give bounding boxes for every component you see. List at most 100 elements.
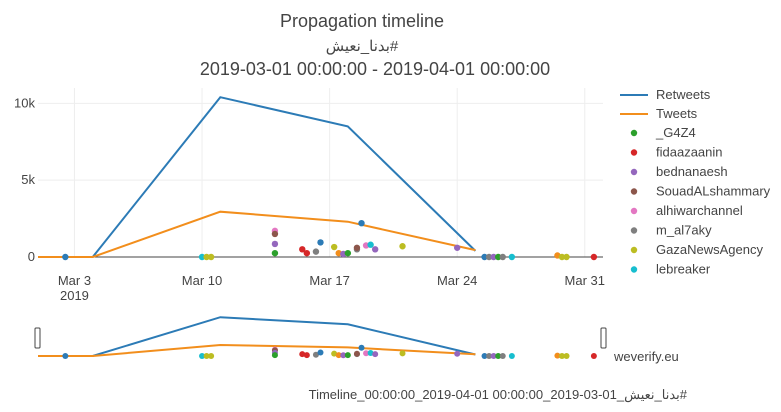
data-point[interactable] <box>485 253 493 261</box>
legend-label[interactable]: fidaazaanin <box>656 145 723 160</box>
range-slider-point <box>563 353 570 359</box>
data-point[interactable] <box>399 243 406 250</box>
data-point[interactable] <box>198 253 206 261</box>
watermark: weverify.eu <box>613 349 679 364</box>
range-slider-point <box>358 344 365 351</box>
range-slider-right-handle[interactable] <box>600 327 607 349</box>
legend-label[interactable]: Tweets <box>656 106 698 121</box>
data-point[interactable] <box>590 253 598 261</box>
range-slider-line <box>38 343 476 357</box>
data-point[interactable] <box>508 253 516 261</box>
x-tick-label: Mar 17 <box>309 273 349 288</box>
range-slider-point <box>363 350 370 357</box>
data-point[interactable] <box>358 220 365 227</box>
range-slider-point <box>353 350 360 357</box>
chart-subtitle-hashtag: #بدنا_نعيش <box>326 38 399 55</box>
chart-title: Propagation timeline <box>280 11 444 31</box>
x-tick-label: Mar 31 <box>565 273 605 288</box>
series-lines <box>38 96 477 258</box>
data-point[interactable] <box>481 253 488 261</box>
range-slider-point <box>312 351 319 358</box>
range-slider-points <box>62 344 597 359</box>
data-point[interactable] <box>453 244 461 251</box>
account-points[interactable] <box>62 220 598 261</box>
x-tick-label: Mar 3 <box>58 273 91 288</box>
range-slider-point <box>499 353 506 359</box>
range-slider-point <box>208 353 215 359</box>
data-point[interactable] <box>330 243 338 251</box>
range-slider-point <box>331 350 338 357</box>
range-slider-point <box>481 353 488 359</box>
legend-label[interactable]: _G4Z4 <box>655 125 696 140</box>
data-point[interactable] <box>62 253 69 261</box>
x-tick-label: Mar 10 <box>182 273 222 288</box>
data-point[interactable] <box>371 246 379 253</box>
data-point[interactable] <box>367 241 374 248</box>
legend-swatch <box>630 168 638 176</box>
y-tick-label: 0 <box>28 249 35 264</box>
y-axis-ticks: 0 5k 10k <box>14 95 35 264</box>
range-slider-point <box>486 353 493 359</box>
data-point[interactable] <box>344 249 352 257</box>
legend-swatch <box>630 266 638 273</box>
legend-swatch <box>630 207 638 215</box>
range-slider-lines <box>38 316 476 357</box>
data-point[interactable] <box>558 253 566 261</box>
legend-label[interactable]: Retweets <box>656 87 711 102</box>
range-slider-point <box>454 350 461 357</box>
data-point[interactable] <box>563 253 570 261</box>
legend-swatch <box>630 149 638 156</box>
y-tick-label: 5k <box>21 172 35 187</box>
range-slider-point <box>367 350 374 357</box>
range-slider-point <box>199 353 206 359</box>
range-slider-left-handle[interactable] <box>34 327 41 349</box>
data-point[interactable] <box>271 240 279 248</box>
data-point[interactable] <box>203 253 210 261</box>
data-point[interactable] <box>303 249 311 257</box>
data-point[interactable] <box>312 248 320 255</box>
series-line-tweets <box>38 210 476 258</box>
x-tick-sublabel: 2019 <box>60 288 89 303</box>
range-slider-point <box>590 353 597 359</box>
range-slider[interactable] <box>34 316 607 359</box>
grid-lines <box>38 88 603 257</box>
legend-items[interactable]: Retweets Tweets _G4Z4 fidaazaanin bednanaesh… <box>620 87 771 277</box>
legend-label[interactable]: GazaNewsAgency <box>656 242 763 257</box>
range-slider-point <box>490 353 497 359</box>
legend-label[interactable]: SouadALshammary <box>656 184 771 199</box>
range-slider-point <box>344 352 351 359</box>
range-slider-point <box>399 350 406 357</box>
range-slider-point <box>303 352 310 359</box>
data-point[interactable] <box>271 249 279 257</box>
legend-swatch <box>630 129 638 137</box>
data-point[interactable] <box>353 244 361 251</box>
data-point[interactable] <box>317 239 324 246</box>
range-slider-point <box>203 353 210 359</box>
data-point[interactable] <box>271 230 279 238</box>
data-point[interactable] <box>490 253 497 261</box>
data-point[interactable] <box>207 253 215 261</box>
range-slider-point <box>508 353 515 359</box>
data-point[interactable] <box>299 246 306 253</box>
legend-label[interactable]: lebreaker <box>656 262 711 277</box>
footer-filename: Timeline_بدنا_نعيش_01-03-2019_00:00:00 0… <box>309 387 688 403</box>
legend[interactable]: Retweets Tweets _G4Z4 fidaazaanin bednanaesh… <box>620 87 771 277</box>
range-slider-point <box>372 351 379 358</box>
chart-date-range: 2019-03-01 00:00:00 - 2019-04-01 00:00:0… <box>200 59 550 79</box>
data-point[interactable] <box>499 253 506 261</box>
series-line-retweets <box>38 96 477 258</box>
y-tick-label: 10k <box>14 95 35 110</box>
legend-label[interactable]: m_al7aky <box>656 223 712 238</box>
range-slider-point <box>554 352 561 359</box>
range-slider-point <box>495 353 502 359</box>
legend-label[interactable]: alhiwarchannel <box>656 203 743 218</box>
x-tick-label: Mar 24 <box>437 273 477 288</box>
legend-label[interactable]: bednanaesh <box>656 164 728 179</box>
data-point[interactable] <box>495 253 502 261</box>
legend-swatch <box>630 227 638 234</box>
range-slider-point <box>299 351 306 358</box>
legend-swatch <box>630 246 638 254</box>
range-slider-point <box>340 352 347 359</box>
range-slider-point <box>317 349 324 356</box>
